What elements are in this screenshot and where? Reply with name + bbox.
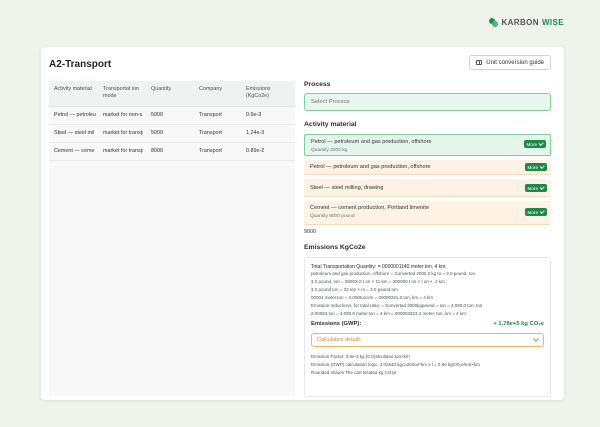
- cell-material: Cement — ceme: [54, 148, 95, 154]
- page-title: A2-Transport: [49, 59, 112, 70]
- chevron-down-icon: [533, 336, 539, 342]
- quantity-value: 9000: [304, 229, 316, 235]
- calc-head: Total Transportation Quantity: = 0000001…: [311, 264, 447, 270]
- calc-line: 3.0 pound, ton = 0000X.0 t on × 11 km = …: [311, 279, 445, 284]
- material-option[interactable]: Cement — cement production, Portland lim…: [304, 201, 551, 225]
- material-option[interactable]: Petrol — petroleum and gas production, o…: [304, 134, 551, 156]
- cell-material: Steel — steel mil: [54, 130, 95, 136]
- process-placeholder: Select Process: [311, 99, 350, 105]
- cell-quantity: 8000: [151, 148, 163, 154]
- more-label: More: [527, 185, 538, 191]
- header-quantity: Quantity: [151, 86, 172, 92]
- material-name: Petrol — petroleum and gas production, o…: [310, 164, 431, 170]
- cell-emissions: 0.9e-3: [246, 112, 262, 118]
- calc-line: petroleum and gas production, offshore =…: [311, 271, 476, 276]
- calculation-details: Emission Factor: 3.8e-3 kg (CO)alculated…: [311, 353, 544, 377]
- detail-line: Rounded Values The cart located kg CO2e: [311, 370, 397, 375]
- detail-line: Emission (GWP) calculation logic: 3.0264…: [311, 362, 480, 367]
- unit-conversion-guide-button[interactable]: Unit conversion guide: [469, 55, 551, 70]
- calculation-box: Total Transportation Quantity: = 0000001…: [304, 257, 551, 397]
- cell-mode: market for transp: [103, 148, 143, 154]
- calculation-details-label: Calculation details: [317, 337, 361, 343]
- process-select[interactable]: Select Process: [304, 93, 551, 111]
- header-transport-mode: Transportat ion mode: [103, 86, 140, 99]
- cell-company: Transport: [199, 148, 222, 154]
- check-icon: [539, 209, 545, 214]
- cell-mode: market for transp: [103, 130, 143, 136]
- book-icon: [476, 60, 483, 65]
- activity-material-list: Petrol — petroleum and gas production, o…: [304, 134, 551, 225]
- cell-material: Petrol — petroleum: [54, 112, 96, 118]
- calc-line: 2.00004 ton = 4,000.0 meter.ton = 4 km =…: [311, 311, 466, 316]
- calc-line: Emission reductions, for total ratio: = …: [311, 303, 483, 308]
- more-button[interactable]: More: [523, 140, 546, 148]
- emissions-label: Emissions KgCo2e: [304, 244, 366, 251]
- more-label: More: [527, 209, 538, 215]
- details-panel: Process Select Process Activity material…: [304, 81, 551, 397]
- header-company: Company: [199, 86, 223, 92]
- guide-button-label: Unit conversion guide: [486, 59, 544, 66]
- cell-emissions: 1.24e-3: [246, 130, 265, 136]
- more-button[interactable]: More: [524, 163, 547, 171]
- cell-company: Transport: [199, 130, 222, 136]
- more-button[interactable]: More: [524, 208, 547, 216]
- cell-emissions: 0.89e-2: [246, 148, 265, 154]
- material-name: Petrol — petroleum and gas production, o…: [311, 139, 432, 145]
- cell-quantity: 5000: [151, 130, 163, 136]
- more-label: More: [527, 164, 538, 170]
- transport-card: A2-Transport Unit conversion guide Activ…: [41, 47, 564, 400]
- material-quantity: Quantity 2000 kg: [311, 148, 348, 153]
- gwp-row: Emissions (GWP): + 1.78e+5 kg CO₂e: [311, 321, 544, 327]
- material-name: Cement — cement production, Portland lim…: [310, 205, 430, 211]
- more-label: More: [526, 141, 537, 147]
- gwp-value: + 1.78e+5 kg CO₂e: [493, 321, 544, 327]
- material-quantity: Quantity 9000 pound: [310, 214, 355, 219]
- material-option[interactable]: Steel — steel milling, drawing More: [304, 179, 551, 197]
- cell-mode: market for non-s: [103, 112, 143, 118]
- calc-line: 00004 meter.ton = 3.000ton.km = 0000022s…: [311, 295, 433, 300]
- table-header: Activity material Transportat ion mode Q…: [49, 81, 295, 107]
- table-row[interactable]: Steel — steel mil market for transp 5000…: [49, 125, 295, 143]
- material-name: Steel — steel milling, drawing: [310, 185, 384, 191]
- brand-prefix: KARBON: [501, 18, 539, 27]
- material-option[interactable]: Petrol — petroleum and gas production, o…: [304, 160, 551, 175]
- activity-material-label: Activity material: [304, 121, 357, 128]
- calculation-details-toggle[interactable]: Calculation details: [311, 333, 544, 347]
- transport-table: Activity material Transportat ion mode Q…: [49, 81, 295, 396]
- brand-logo: KARBON WISE: [489, 18, 564, 27]
- cell-company: Transport: [199, 112, 222, 118]
- check-icon: [538, 141, 544, 146]
- brand-mark-icon: [489, 18, 499, 27]
- check-icon: [539, 164, 545, 169]
- process-label: Process: [304, 81, 331, 88]
- calc-line: 3.0 pound ton = 33 ton × m = 3.0 pound t…: [311, 287, 398, 292]
- gwp-label: Emissions (GWP):: [311, 321, 362, 327]
- header-activity-material: Activity material: [54, 86, 92, 92]
- check-icon: [539, 185, 545, 190]
- detail-line: Emission Factor: 3.8e-3 kg (CO)alculated…: [311, 354, 410, 359]
- header-emissions: Emissions (KgCo2e): [246, 86, 271, 99]
- table-row[interactable]: Petrol — petroleum market for non-s 5000…: [49, 107, 295, 125]
- brand-suffix: WISE: [541, 18, 564, 27]
- cell-quantity: 5000: [151, 112, 163, 118]
- table-row[interactable]: Cement — ceme market for transp 8000 Tra…: [49, 143, 295, 161]
- more-button[interactable]: More: [524, 184, 547, 192]
